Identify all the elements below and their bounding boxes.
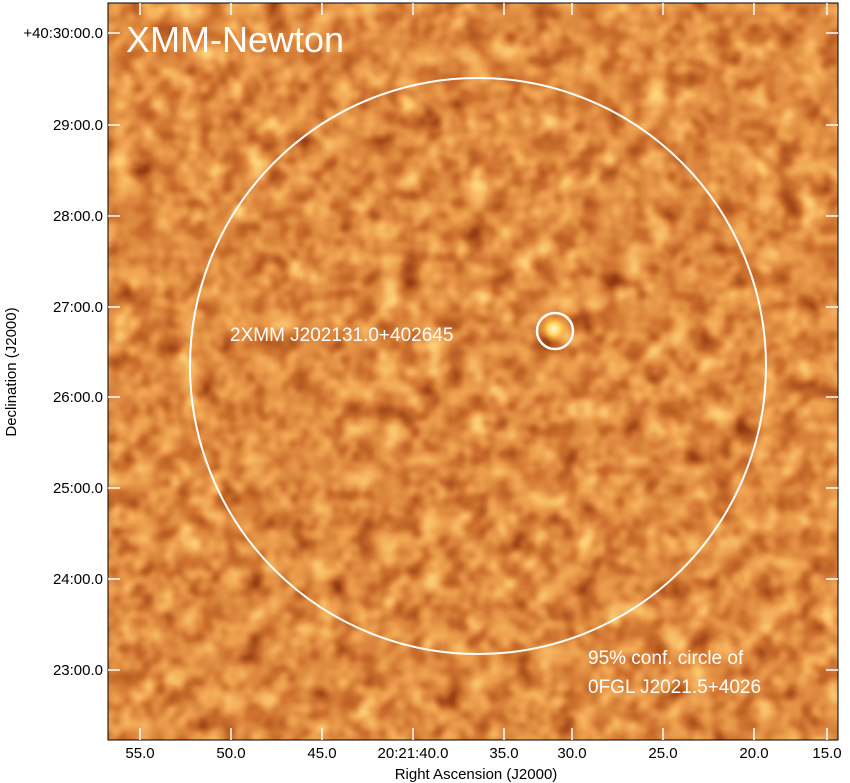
y-axis-title: Declination (J2000) xyxy=(3,307,20,436)
tick-marks xyxy=(108,3,838,740)
y-tick-label: 26:00.0 xyxy=(53,389,103,406)
confidence-label-line2: 0FGL J2021.5+4026 xyxy=(588,677,761,698)
x-tick-label: 20.0 xyxy=(739,745,768,762)
confidence-circle xyxy=(189,77,767,655)
x-tick-label: 20:21:40.0 xyxy=(378,745,449,762)
y-tick-label: +40:30:00.0 xyxy=(23,25,103,42)
source-circle xyxy=(535,311,575,351)
map-frame xyxy=(107,2,839,741)
y-tick-label: 27:00.0 xyxy=(53,299,103,316)
x-tick-label: 15.0 xyxy=(812,745,841,762)
xray-count-map xyxy=(108,3,838,740)
x-tick-label: 25.0 xyxy=(648,745,677,762)
source-label: 2XMM J202131.0+402645 xyxy=(230,325,453,346)
x-tick-label: 35.0 xyxy=(489,745,518,762)
y-tick-labels: +40:30:00.0 29:00.0 28:00.0 27:00.0 26:00.0 2… xyxy=(23,25,103,679)
confidence-label-line1: 95% conf. circle of xyxy=(588,648,744,669)
x-tick-label: 55.0 xyxy=(125,745,154,762)
telescope-label: XMM-Newton xyxy=(126,19,344,60)
y-tick-label: 28:00.0 xyxy=(53,208,103,225)
x-axis-title: Right Ascension (J2000) xyxy=(395,766,558,783)
x-tick-labels: 55.0 50.0 45.0 20:21:40.0 35.0 30.0 25.0 20.0 15… xyxy=(125,745,841,762)
x-tick-label: 30.0 xyxy=(557,745,586,762)
bright-xray-source xyxy=(540,315,568,343)
y-tick-label: 29:00.0 xyxy=(53,117,103,134)
x-tick-label: 50.0 xyxy=(216,745,245,762)
y-tick-label: 24:00.0 xyxy=(53,571,103,588)
y-tick-label: 23:00.0 xyxy=(53,662,103,679)
y-tick-label: 25:00.0 xyxy=(53,480,103,497)
x-tick-label: 45.0 xyxy=(307,745,336,762)
